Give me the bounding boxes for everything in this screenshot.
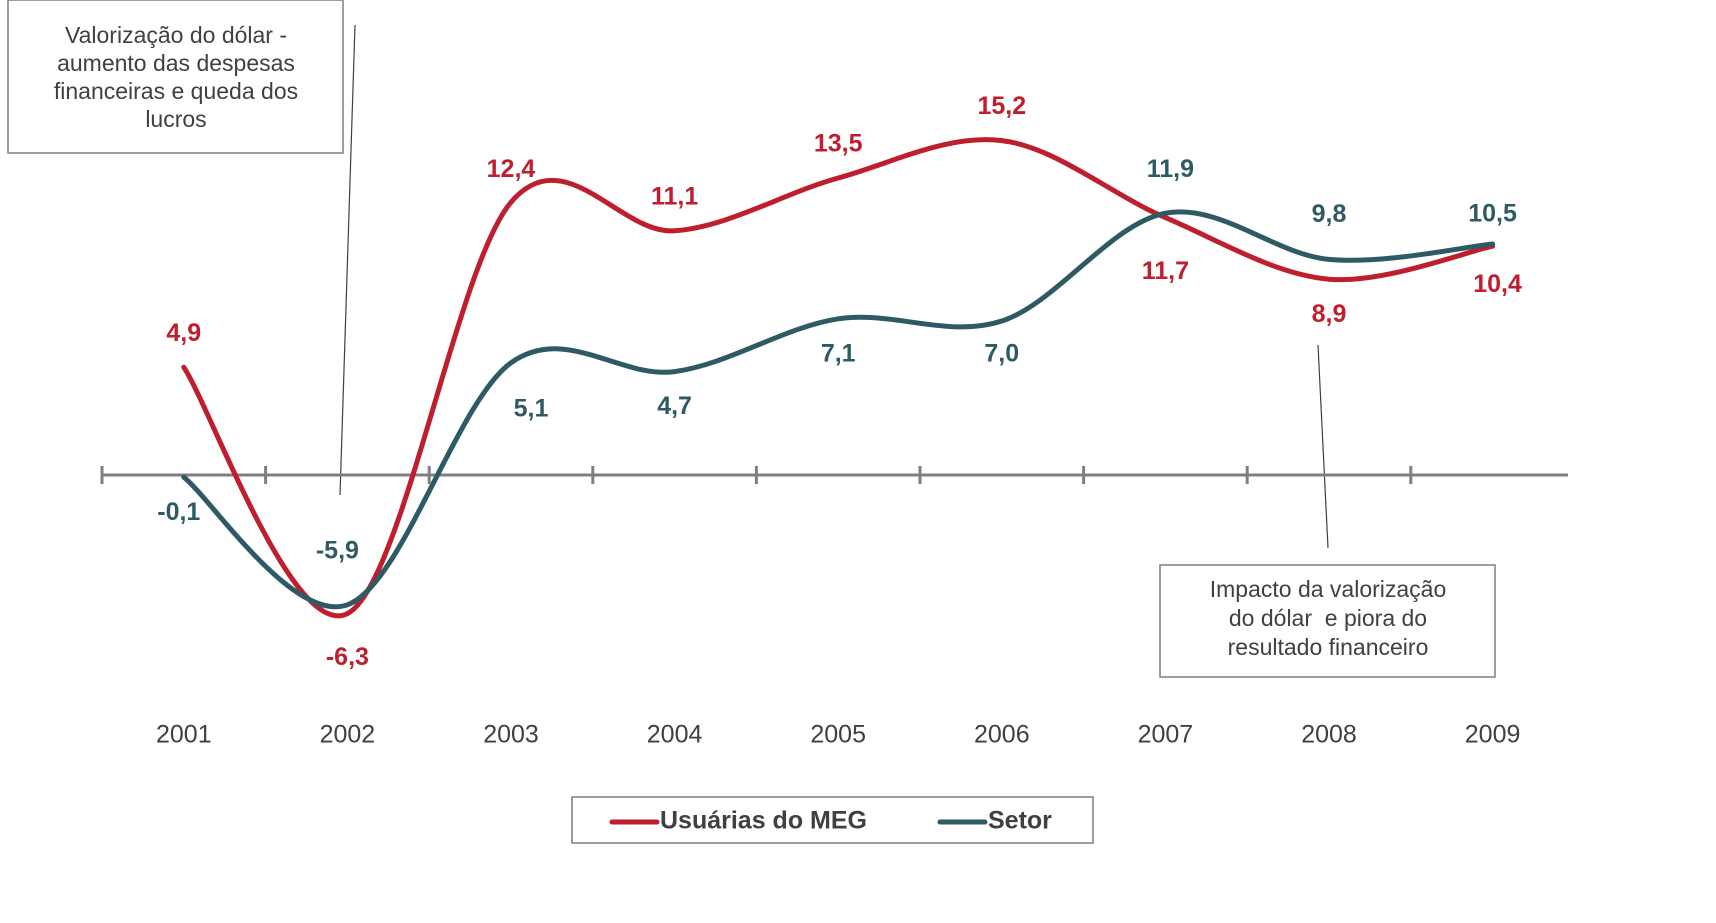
annotation-box bbox=[1159, 564, 1496, 678]
data-label: -6,3 bbox=[326, 643, 369, 671]
annotation-pointer bbox=[339, 24, 356, 496]
x-tick-label: 2005 bbox=[810, 721, 866, 749]
data-label: -0,1 bbox=[157, 498, 200, 526]
annotation-text: aumento das despesas bbox=[57, 50, 295, 76]
data-label: 11,1 bbox=[651, 182, 698, 210]
x-tick-label: 2002 bbox=[320, 721, 376, 749]
x-tick-label: 2009 bbox=[1465, 721, 1521, 749]
data-label: 4,7 bbox=[657, 392, 692, 420]
annotation-pointer bbox=[1317, 344, 1329, 549]
data-label: 8,9 bbox=[1312, 300, 1347, 328]
annotation-text: do dólar e piora do bbox=[1229, 605, 1427, 631]
legend-label: Usuárias do MEG bbox=[660, 807, 867, 835]
data-label: 10,4 bbox=[1473, 270, 1522, 298]
data-label: 7,0 bbox=[984, 340, 1019, 368]
data-label: 13,5 bbox=[814, 130, 863, 158]
annotation-text: Valorização do dólar - bbox=[65, 22, 287, 48]
legend-box bbox=[571, 796, 1094, 844]
data-label: 11,9 bbox=[1147, 155, 1194, 183]
data-label: 10,5 bbox=[1468, 200, 1517, 228]
legend-label: Setor bbox=[988, 807, 1052, 835]
data-label: 9,8 bbox=[1312, 200, 1347, 228]
annotation-text: financeiras e queda dos bbox=[54, 78, 298, 104]
data-label: 15,2 bbox=[977, 92, 1026, 120]
annotation-box bbox=[7, 0, 344, 154]
data-label: 4,9 bbox=[166, 319, 201, 347]
data-label: 11,7 bbox=[1142, 257, 1189, 285]
x-tick-label: 2001 bbox=[156, 721, 212, 749]
x-tick-label: 2006 bbox=[974, 721, 1030, 749]
x-tick-label: 2004 bbox=[647, 721, 703, 749]
annotation-text: Impacto da valorização bbox=[1210, 576, 1447, 602]
series-line bbox=[181, 209, 1496, 610]
x-tick-label: 2008 bbox=[1301, 721, 1357, 749]
data-label: 7,1 bbox=[821, 339, 856, 367]
data-label: 12,4 bbox=[487, 155, 536, 183]
data-label: 5,1 bbox=[514, 394, 549, 422]
x-tick-label: 2007 bbox=[1138, 721, 1194, 749]
x-tick-label: 2003 bbox=[483, 721, 539, 749]
series-line bbox=[181, 137, 1496, 619]
annotation-text: lucros bbox=[145, 106, 206, 132]
data-label: -5,9 bbox=[316, 536, 359, 564]
annotation-text: resultado financeiro bbox=[1228, 634, 1429, 660]
